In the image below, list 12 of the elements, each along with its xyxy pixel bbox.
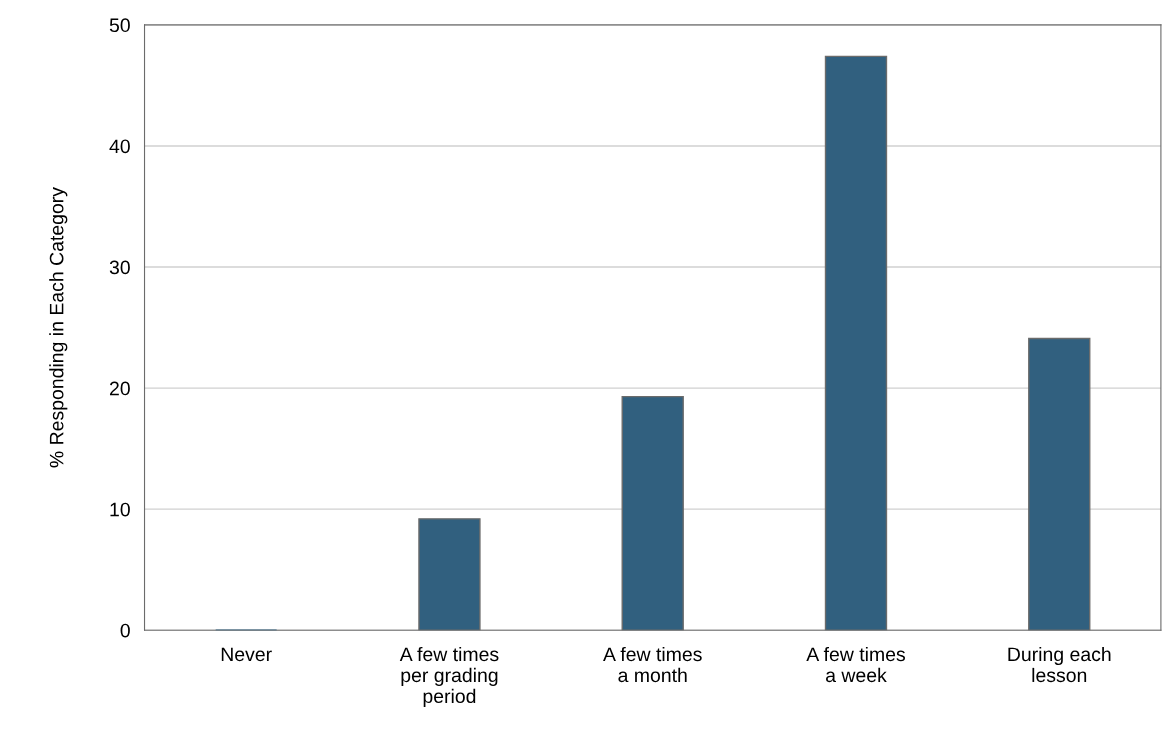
y-tick-label: 20 — [109, 381, 130, 396]
y-tick-label: 30 — [109, 260, 130, 275]
x-tick-label: A few times a week — [806, 646, 905, 683]
y-tick-label: 0 — [120, 623, 130, 638]
x-tick-label: A few times a month — [603, 646, 702, 683]
y-tick-label: 50 — [109, 18, 130, 33]
x-tick-label: During each lesson — [1008, 646, 1111, 683]
y-tick-label: 10 — [110, 502, 130, 517]
y-axis-title: % Responding in Each Category — [49, 187, 68, 468]
x-tick-label: Never — [221, 647, 272, 662]
y-tick-label: 40 — [109, 139, 130, 154]
x-tick-label: A few times per grading period — [399, 646, 499, 707]
